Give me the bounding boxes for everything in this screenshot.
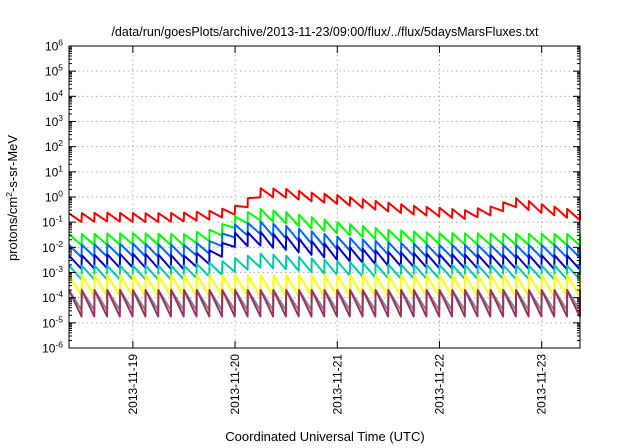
x-tick-label: 2013-11-19 (126, 354, 140, 415)
series-line-2 (68, 207, 581, 247)
y-tick-label: 10-3 (42, 264, 63, 280)
series-line-3 (68, 220, 581, 259)
series-line-4 (68, 230, 581, 271)
x-tick-label: 2013-11-22 (432, 354, 446, 415)
x-axis-tick-labels: 2013-11-19 2013-11-20 2013-11-21 2013-11-22… (126, 354, 549, 415)
y-axis-label-base: protons/cm (5, 197, 20, 261)
x-tick-label: 2013-11-21 (330, 354, 344, 415)
chart-title: /data/run/goesPlots/archive/2013-11-23/0… (111, 25, 539, 39)
grid (69, 46, 580, 348)
axis-ticks (69, 45, 580, 349)
x-axis-label: Coordinated Universal Time (UTC) (225, 429, 424, 444)
y-axis-label-rest: -s-sr-MeV (5, 135, 20, 192)
series-line-8 (68, 289, 581, 318)
y-tick-label: 100 (45, 189, 63, 205)
series-line-6 (68, 274, 581, 298)
y-axis-label-superscript: 2 (4, 192, 14, 197)
y-tick-label: 105 (45, 63, 63, 79)
y-tick-label: 101 (45, 163, 63, 179)
y-tick-label: 10-6 (42, 340, 63, 356)
y-tick-label: 106 (45, 38, 63, 54)
x-tick-label: 2013-11-23 (535, 354, 549, 415)
y-tick-label: 103 (45, 113, 63, 129)
y-tick-label: 10-1 (42, 214, 63, 230)
data-series (68, 187, 581, 318)
y-tick-label: 10-2 (42, 239, 63, 255)
y-axis-label: protons/cm2-s-sr-MeV (4, 135, 20, 261)
y-tick-label: 10-4 (42, 289, 63, 305)
x-tick-label: 2013-11-20 (228, 354, 242, 415)
series-line-5 (68, 252, 581, 281)
series-line-1 (68, 187, 581, 224)
y-axis-tick-labels: 10-6 10-5 10-4 10-3 10-2 10-1 100 101 102 103 104 1… (42, 38, 63, 356)
y-tick-label: 10-5 (42, 314, 63, 330)
y-tick-label: 102 (45, 138, 63, 154)
y-tick-label: 104 (45, 88, 63, 104)
